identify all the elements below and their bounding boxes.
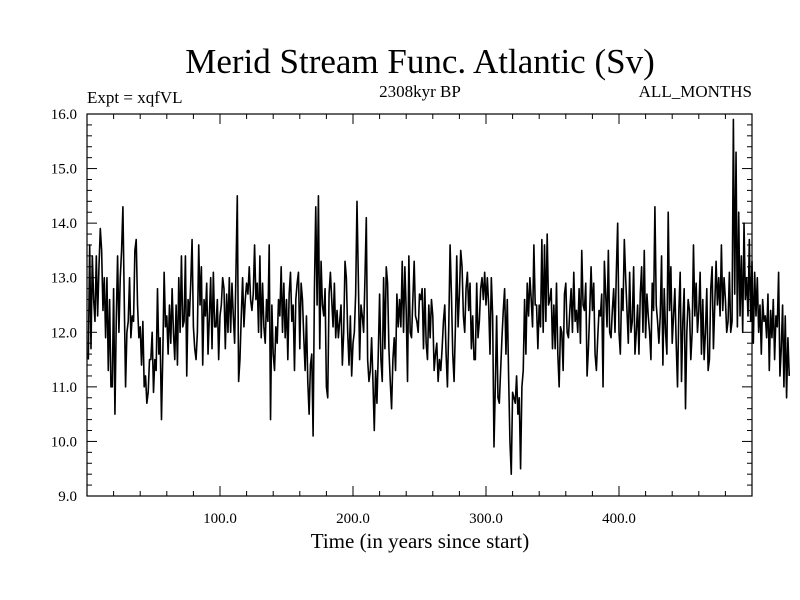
y-tick-label: 10.0 [51, 434, 77, 450]
y-tick-label: 15.0 [51, 162, 77, 178]
y-tick-label: 14.0 [51, 216, 77, 232]
y-tick-label: 12.0 [51, 325, 77, 341]
x-tick-label: 300.0 [469, 511, 503, 527]
y-tick-label: 16.0 [51, 107, 77, 123]
series-line [87, 118, 791, 475]
x-axis-label: Time (in years since start) [311, 529, 530, 553]
y-tick-label: 13.0 [51, 271, 77, 287]
experiment-label: Expt = xqfVL [87, 88, 183, 107]
x-tick-label: 400.0 [602, 511, 636, 527]
y-axis: 9.0 10.0 11.0 12.0 13.0 14.0 15.0 16.0 [51, 107, 752, 505]
y-tick-label: 9.0 [58, 489, 77, 505]
x-tick-label: 100.0 [203, 511, 237, 527]
period-label: 2308kyr BP [379, 82, 461, 101]
x-axis: 100.0 200.0 300.0 400.0 [113, 114, 726, 527]
y-tick-label: 11.0 [51, 380, 77, 396]
chart-title: Merid Stream Func. Atlantic (Sv) [185, 42, 655, 81]
months-label: ALL_MONTHS [639, 82, 752, 101]
x-tick-label: 200.0 [336, 511, 370, 527]
